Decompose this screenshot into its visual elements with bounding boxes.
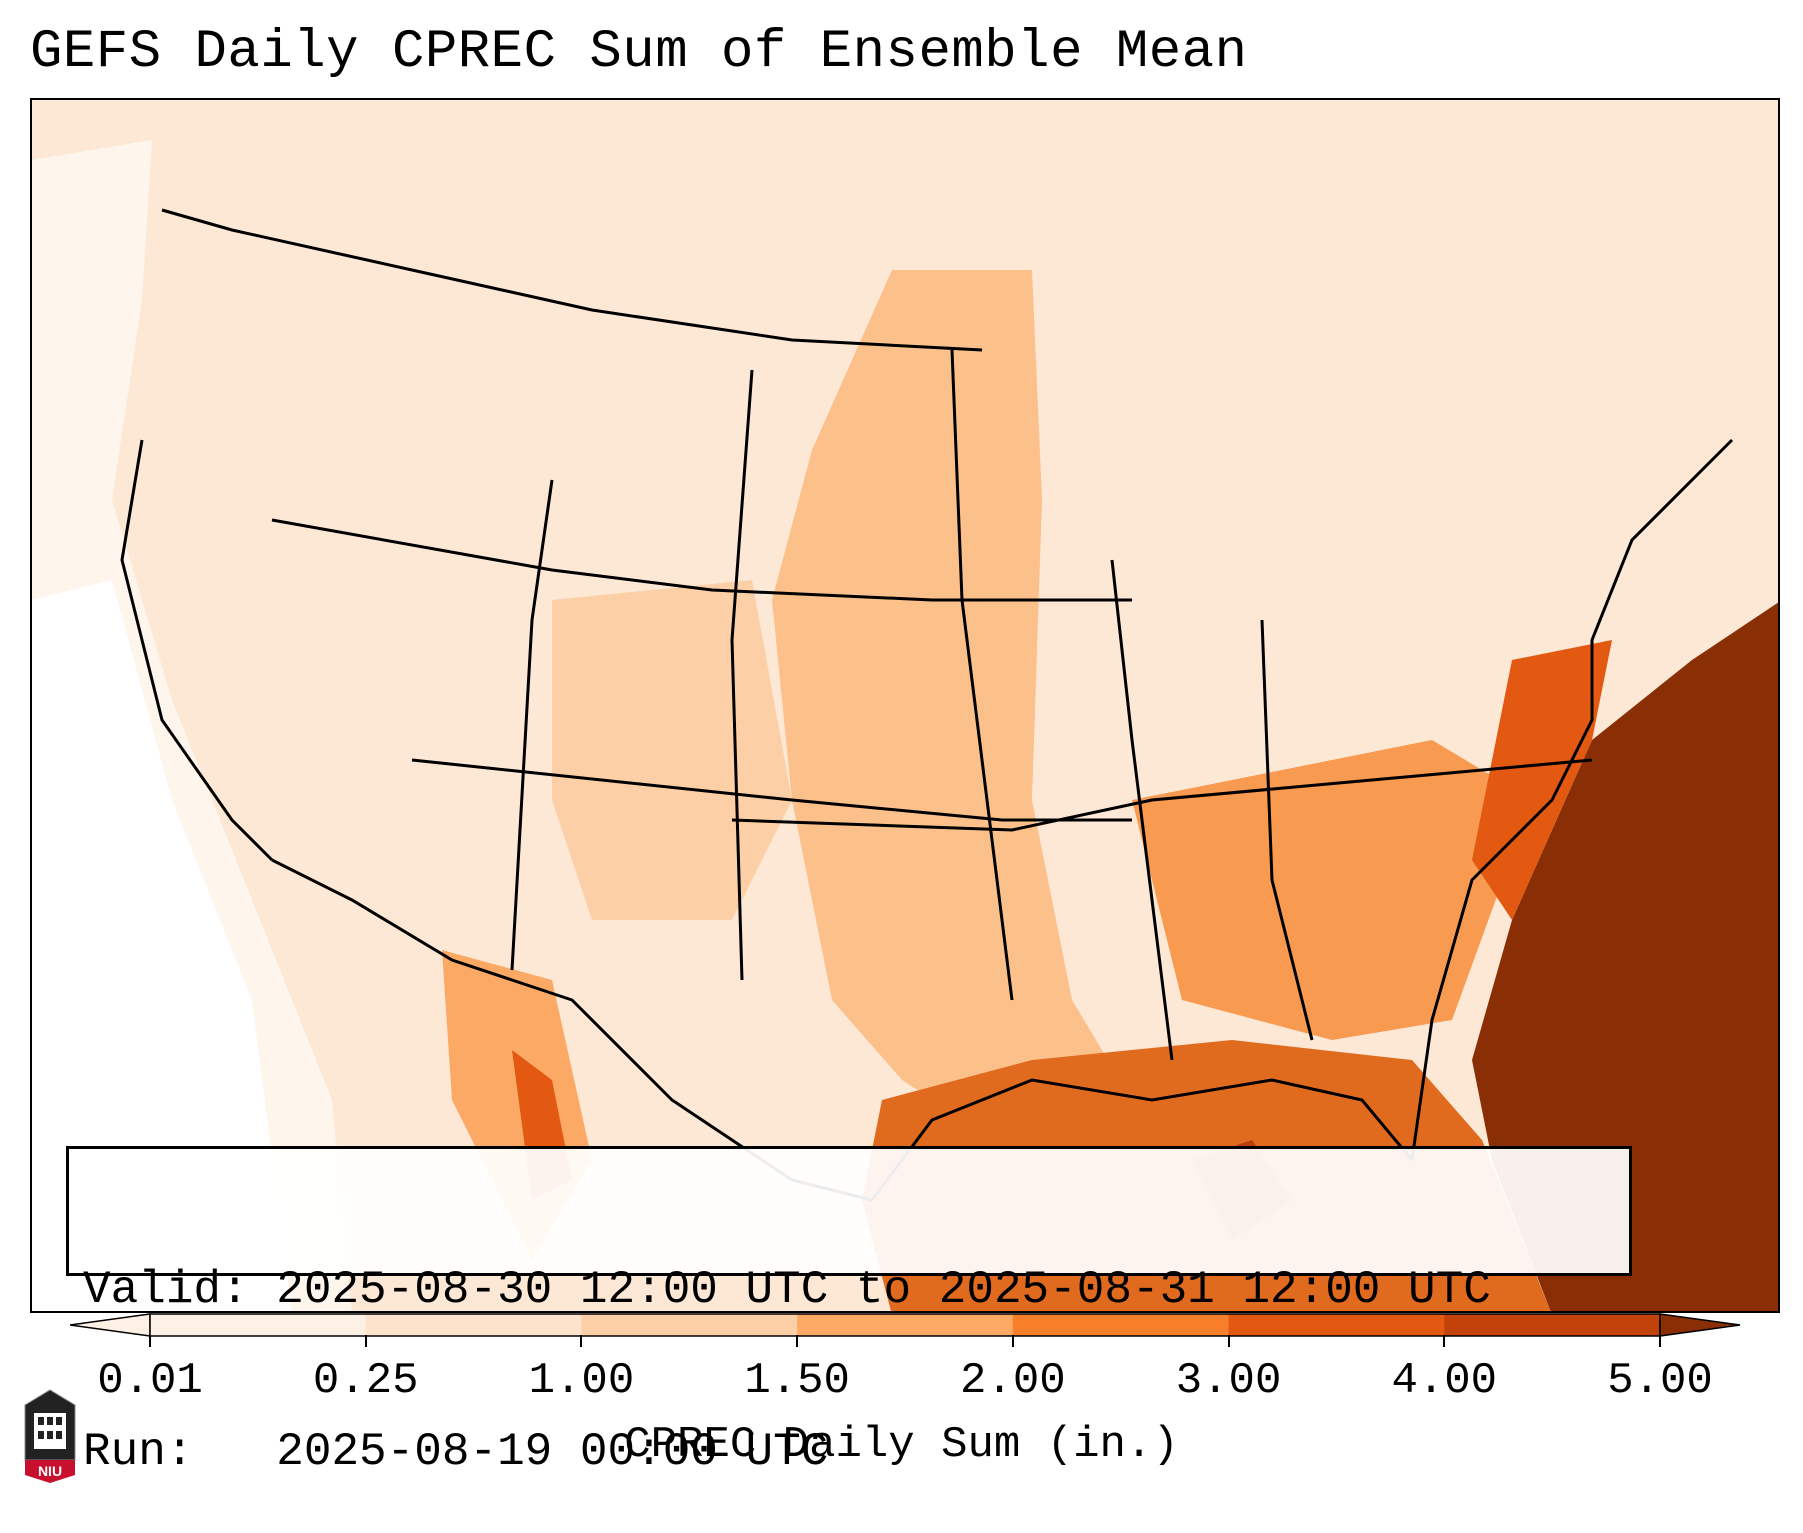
state-line-central xyxy=(411,758,1132,822)
central-moderate-area xyxy=(772,270,1132,1150)
state-line-east xyxy=(950,349,1014,1001)
colorbar-tick-label: 0.25 xyxy=(312,1356,419,1406)
colorbar-title: CPREC Daily Sum (in.) xyxy=(624,1420,1179,1470)
atlantic-edge-area xyxy=(1472,640,1612,920)
valid-time-text: Valid: 2025-08-30 12:00 UTC to 2025-08-3… xyxy=(83,1264,1491,1316)
colorbar-segment xyxy=(581,1314,798,1336)
colorbar-segment xyxy=(1228,1314,1445,1336)
precip-map[interactable] xyxy=(30,98,1780,1313)
colorbar-tick-label: 4.00 xyxy=(1391,1356,1498,1406)
colorbar-tick-label: 3.00 xyxy=(1175,1356,1282,1406)
logo-text: NIU xyxy=(38,1463,62,1479)
colorbar-tick-mark xyxy=(1443,1335,1446,1347)
atlantic-heaviest-area xyxy=(1472,602,1778,1311)
state-line-west xyxy=(510,479,554,971)
colorbar-tick-mark xyxy=(364,1335,367,1347)
gulf-coastline xyxy=(870,1078,1414,1201)
boundaries xyxy=(120,208,1734,1202)
atlantic-coastline xyxy=(1410,438,1734,1161)
colorbar-segment xyxy=(797,1314,1014,1336)
state-line-north xyxy=(271,518,1132,602)
colorbar-tick-mark xyxy=(149,1335,151,1347)
chart-title: GEFS Daily CPREC Sum of Ensemble Mean xyxy=(30,22,1248,83)
pacific-white-area xyxy=(32,580,292,1311)
run-time-text: Run: 2025-08-19 00:00 UTC xyxy=(83,1426,829,1478)
colorbar-tick-label: 1.00 xyxy=(528,1356,635,1406)
niu-logo: NIU xyxy=(20,1385,80,1490)
state-line-appalachian xyxy=(1260,619,1314,1041)
colorbar-segment xyxy=(1012,1314,1230,1336)
southeast-moderate-area xyxy=(1132,740,1532,1040)
valid-run-info-box: Valid: 2025-08-30 12:00 UTC to 2025-08-3… xyxy=(66,1146,1632,1478)
precip-map-graphic xyxy=(32,100,1778,1311)
colorbar-tick-label: 1.50 xyxy=(744,1356,850,1406)
colorbar-extend-low xyxy=(70,1313,151,1337)
colorbar-outline xyxy=(149,1313,1661,1337)
colorbar-tick-label: 5.00 xyxy=(1607,1356,1713,1406)
colorbar-tick-mark xyxy=(1011,1335,1014,1347)
state-line-mid xyxy=(730,369,754,981)
colorbar-segment xyxy=(1444,1314,1661,1336)
colorbar-segment xyxy=(150,1314,367,1336)
colorbar-tick-mark xyxy=(1227,1335,1230,1347)
colorbar-tick-label: 2.00 xyxy=(960,1356,1066,1406)
colorbar-extend-high xyxy=(1659,1313,1741,1337)
state-line-mississippi xyxy=(1110,559,1174,1061)
colorbar-tick-mark xyxy=(796,1335,799,1347)
pacific-coastline xyxy=(120,439,274,862)
colorbar xyxy=(70,1313,1741,1337)
colorbar-tick-mark xyxy=(1659,1335,1661,1347)
colorbar-segment xyxy=(365,1314,582,1336)
colorbar-tick-mark xyxy=(580,1335,583,1347)
niu-logo-graphic: NIU xyxy=(24,1389,76,1483)
colorbar-tick-label: 0.01 xyxy=(97,1356,203,1406)
plains-light-area xyxy=(552,580,792,920)
us-canada-border xyxy=(161,208,983,352)
state-line-south xyxy=(731,758,1593,832)
